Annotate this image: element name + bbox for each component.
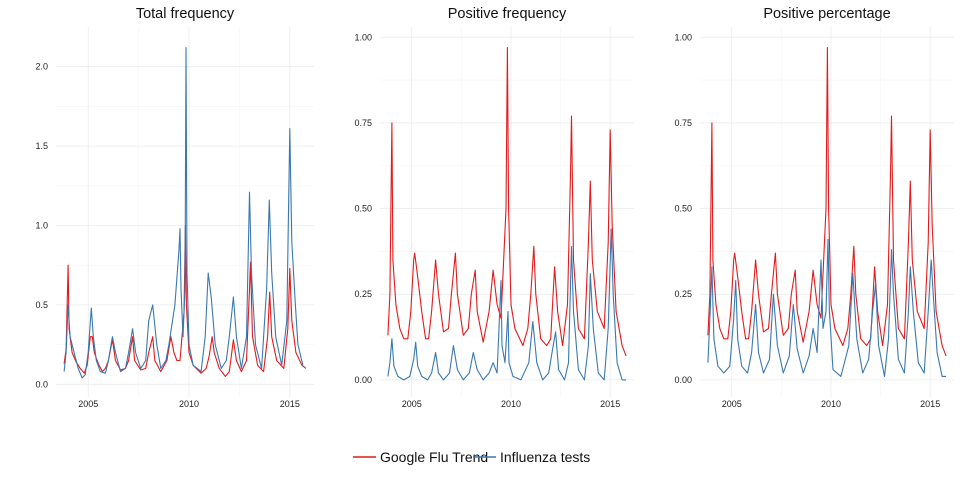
series-line-influenza-tests [707, 238, 947, 377]
y-tick-label: 0.50 [674, 204, 692, 214]
legend-label-influenza-tests: Influenza tests [500, 449, 590, 465]
y-tick-label: 0.5 [35, 300, 48, 310]
legend-label-google-flu-trend: Google Flu Trend [380, 449, 488, 465]
x-tick-label: 2015 [600, 399, 620, 409]
x-tick-label: 2015 [920, 399, 940, 409]
chart-panels: 0.0 0.5 1.0 1.5 2.0 2005 2010 2015 Total frequen… [35, 6, 954, 409]
y-tick-label: 1.5 [35, 141, 48, 151]
y-tick-label: 2.0 [35, 62, 48, 72]
x-tick-label: 2005 [402, 399, 422, 409]
series-line-google-flu-trend [387, 47, 627, 357]
x-tick-label: 2010 [179, 399, 199, 409]
panel-title: Positive percentage [763, 6, 890, 22]
panel-title: Total frequency [136, 6, 235, 22]
y-tick-label: 0.75 [354, 118, 372, 128]
x-tick-label: 2005 [78, 399, 98, 409]
y-tick-label: 0.50 [354, 204, 372, 214]
y-tick-label: 0.75 [674, 118, 692, 128]
panel-title: Positive frequency [448, 6, 567, 22]
legend: Google Flu Trend Influenza tests [353, 449, 590, 465]
x-tick-label: 2015 [280, 399, 300, 409]
series-line-influenza-tests [63, 47, 304, 379]
panel-positive-frequency: 0.00 0.25 0.50 0.75 1.00 2005 2010 2015 Positive… [354, 6, 634, 409]
panel-positive-percentage: 0.00 0.25 0.50 0.75 1.00 2005 2010 2015 Positive… [674, 6, 954, 409]
series-line-influenza-tests [387, 228, 627, 381]
y-tick-label: 0.00 [674, 375, 692, 385]
x-tick-label: 2010 [501, 399, 521, 409]
x-tick-label: 2005 [722, 399, 742, 409]
y-tick-label: 1.00 [354, 32, 372, 42]
series-line-google-flu-trend [707, 47, 947, 357]
y-tick-label: 1.00 [674, 32, 692, 42]
y-tick-label: 0.0 [35, 379, 48, 389]
y-tick-label: 0.25 [354, 289, 372, 299]
y-tick-label: 0.25 [674, 289, 692, 299]
panel-total-frequency: 0.0 0.5 1.0 1.5 2.0 2005 2010 2015 Total frequen… [35, 6, 314, 409]
y-tick-label: 1.0 [35, 220, 48, 230]
y-tick-label: 0.00 [354, 375, 372, 385]
series-line-google-flu-trend [63, 224, 307, 377]
x-tick-label: 2010 [821, 399, 841, 409]
